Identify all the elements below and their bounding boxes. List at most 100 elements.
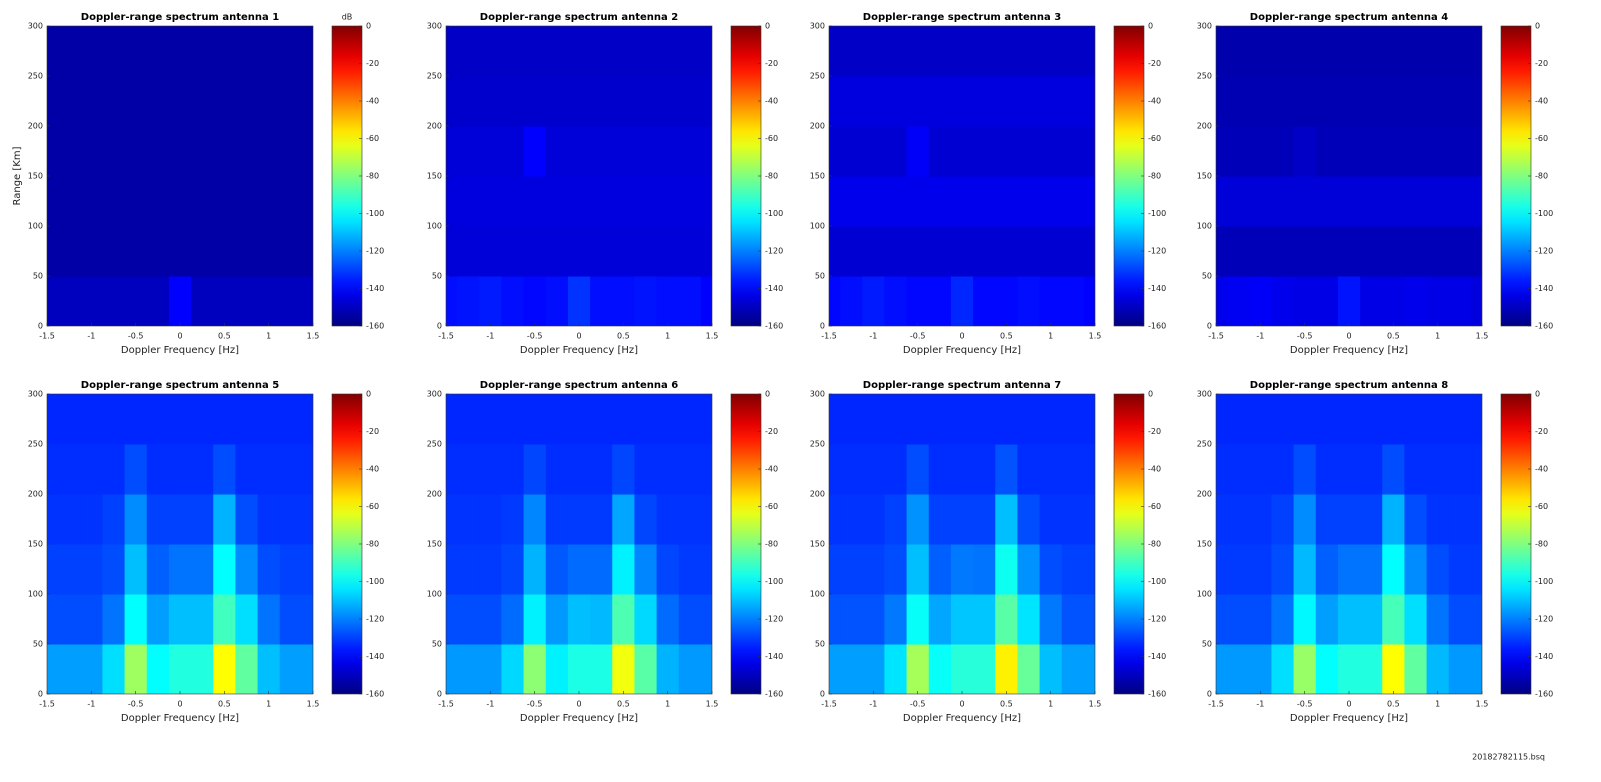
heatmap-cell (146, 226, 170, 277)
heatmap-cell (457, 226, 480, 277)
heatmap-cell (634, 176, 658, 227)
heatmap-cell (1039, 394, 1063, 445)
heatmap-cell (928, 444, 952, 495)
heatmap-cells (829, 26, 1095, 326)
heatmap-cell (973, 176, 996, 227)
heatmap-cell (862, 544, 885, 595)
heatmap-cell (1448, 444, 1472, 495)
heatmap-cell (279, 544, 303, 595)
heatmap-cell (1426, 394, 1450, 445)
heatmap-cell (1271, 494, 1295, 545)
heatmap-cell (840, 26, 863, 77)
heatmap-cell (995, 594, 1018, 645)
heatmap-cell (950, 26, 974, 77)
heatmap-cell (446, 176, 458, 227)
heatmap-cell (567, 176, 591, 227)
heatmap-cell (1382, 394, 1405, 445)
heatmap-cell (1470, 276, 1482, 326)
y-tick-label: 250 (427, 440, 442, 449)
heatmap-cell (1061, 594, 1085, 645)
colorbar-tick-label: -20 (765, 59, 778, 68)
colorbar-tick-label: -40 (366, 97, 379, 106)
heatmap-cell (1017, 644, 1041, 694)
heatmap-cell (1360, 26, 1383, 77)
heatmap-cell (80, 76, 103, 127)
heatmap-cell (634, 26, 658, 77)
heatmap-cell (678, 644, 702, 694)
colorbar (331, 25, 363, 327)
y-tick-label: 50 (1202, 640, 1212, 649)
heatmap-cell (973, 444, 996, 495)
x-tick-label: -1.5 (39, 700, 55, 709)
heatmap-cell (1360, 394, 1383, 445)
heatmap-cell (612, 594, 635, 645)
heatmap-cell (235, 544, 259, 595)
heatmap-cell (58, 544, 81, 595)
heatmap-cell (146, 644, 170, 694)
colorbar-tick-label: -160 (1148, 322, 1166, 331)
heatmap-cell (279, 276, 303, 326)
heatmap-cell (612, 644, 635, 694)
heatmap-cell (1227, 176, 1250, 227)
heatmap-cell (700, 176, 712, 227)
y-tick-label: 300 (427, 22, 442, 31)
heatmap-cell (301, 26, 313, 77)
colorbar (1500, 393, 1532, 695)
heatmap-cell (1382, 444, 1405, 495)
heatmap-cell (950, 594, 974, 645)
heatmap-cell (1426, 126, 1450, 177)
heatmap-cell (1017, 544, 1041, 595)
colorbar-tick-label: -140 (1148, 652, 1166, 661)
colorbar-tick-label: -40 (1535, 465, 1548, 474)
heatmap-cell (1061, 276, 1085, 326)
x-tick-label: 0 (959, 700, 964, 709)
heatmap-cell (590, 544, 613, 595)
colorbar-tick-label: -40 (765, 465, 778, 474)
heatmap-cell (973, 394, 996, 445)
heatmap-cell (168, 126, 192, 177)
heatmap-cell (279, 126, 303, 177)
heatmap-cell (700, 394, 712, 445)
heatmap-cell (928, 76, 952, 127)
heatmap-cell (906, 594, 930, 645)
heatmap-cell (950, 394, 974, 445)
heatmap-cell (862, 594, 885, 645)
heatmap-cell (1083, 544, 1095, 595)
heatmap-cell (950, 544, 974, 595)
heatmap-cell (1404, 394, 1428, 445)
heatmap-cell (235, 644, 259, 694)
heatmap-cell (928, 544, 952, 595)
heatmap-cells (1216, 394, 1482, 694)
heatmap-cell (168, 544, 192, 595)
heatmap-cell (973, 544, 996, 595)
heatmap-cell (995, 494, 1018, 545)
heatmap-cell (1404, 544, 1428, 595)
heatmap-cell (213, 26, 236, 77)
heatmap-cell (1337, 26, 1361, 77)
heatmap-cell (678, 76, 702, 127)
y-tick-label: 50 (432, 272, 442, 281)
heatmap-cell (191, 394, 214, 445)
x-tick-label: 1.5 (307, 332, 320, 341)
file-name: 20182782115.bsq (1472, 753, 1545, 762)
heatmap-cell (1083, 494, 1095, 545)
heatmap-cell (1337, 126, 1361, 177)
heatmap-cell (1017, 176, 1041, 227)
heatmap-cell (47, 276, 59, 326)
heatmap-cell (168, 26, 192, 77)
heatmap-cell (590, 176, 613, 227)
colorbar-tick-label: -60 (366, 502, 379, 511)
heatmap-cell (446, 444, 458, 495)
heatmap-cell (840, 76, 863, 127)
heatmap-cell (829, 644, 841, 694)
heatmap-cell (656, 76, 680, 127)
heatmap-cell (950, 176, 974, 227)
heatmap-cell (1249, 26, 1272, 77)
colorbar (331, 393, 363, 695)
heatmap-cell (906, 126, 930, 177)
heatmap-cell (612, 394, 635, 445)
heatmap-cell (1315, 176, 1339, 227)
heatmap-cell (301, 176, 313, 227)
colorbar-tick-label: -100 (765, 209, 783, 218)
heatmap-cell (567, 444, 591, 495)
